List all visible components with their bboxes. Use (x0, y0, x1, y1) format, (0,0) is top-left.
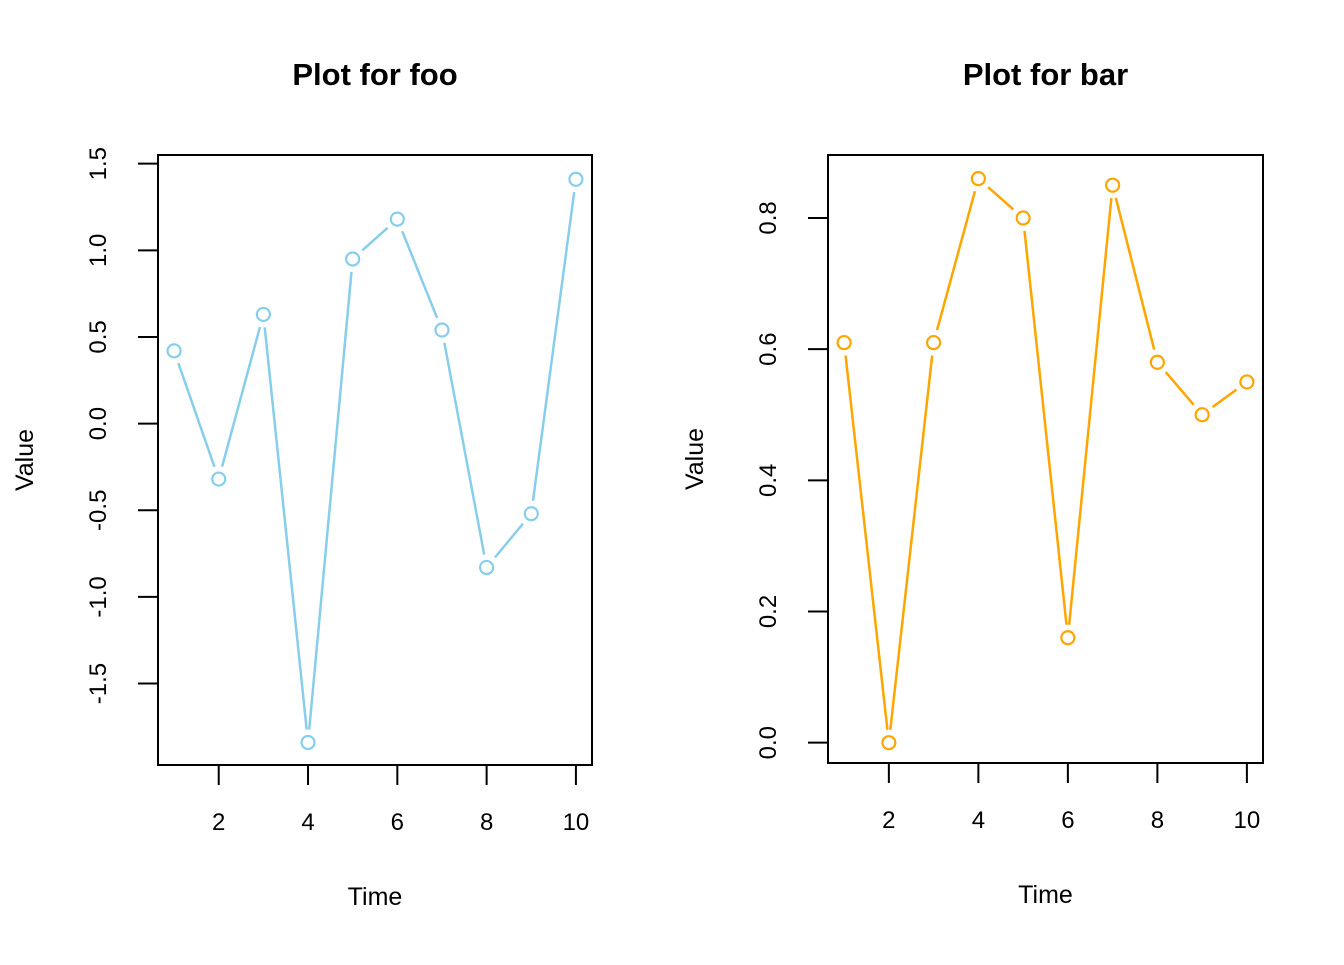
y-tick-label: 0.4 (755, 464, 782, 497)
data-point (568, 171, 584, 187)
y-axis-label: Value (681, 428, 709, 490)
data-line-segment (1114, 197, 1156, 350)
data-line-segment (263, 327, 308, 730)
data-point (1239, 374, 1255, 390)
data-point (255, 306, 271, 323)
x-tick-label: 2 (212, 809, 225, 836)
data-point (300, 734, 316, 751)
x-tick-label: 6 (1061, 807, 1074, 834)
data-point (166, 343, 182, 359)
data-line-segment (177, 362, 216, 468)
data-point (1060, 630, 1076, 646)
data-line-segment (1023, 230, 1068, 625)
x-tick-label: 6 (391, 809, 404, 836)
data-point (523, 506, 539, 522)
data-line-segment (220, 326, 262, 467)
plot-box (827, 154, 1264, 764)
data-line-segment (1067, 197, 1113, 625)
x-tick-label: 4 (301, 809, 314, 836)
data-line-segment (493, 522, 524, 559)
data-line-segment (307, 271, 353, 730)
data-point (345, 251, 361, 267)
x-tick-label: 8 (480, 809, 493, 836)
data-point (970, 171, 986, 187)
y-axis-label: Value (11, 429, 39, 491)
data-line-segment (1164, 371, 1195, 406)
data-line-segment (443, 342, 486, 555)
plot-box (157, 154, 593, 766)
data-line-segment (361, 226, 389, 252)
data-point (434, 322, 450, 338)
data-point (389, 211, 405, 227)
data-point (836, 334, 852, 351)
data-point (1149, 354, 1165, 370)
y-tick-label: 0.0 (85, 407, 112, 440)
y-tick-label: 1.5 (85, 147, 112, 180)
y-tick-label: 1.0 (85, 234, 112, 267)
data-line-segment (401, 230, 439, 319)
data-point (1194, 407, 1210, 423)
x-tick-label: 10 (563, 809, 590, 836)
data-line-segment (935, 190, 977, 331)
plot-panel-bar: 2 4 6 8 10 0.0 0.2 0.4 0.6 0.8 Plot for bar Time Val… (681, 57, 1264, 909)
data-line-segment (531, 191, 576, 502)
y-tick-label: 0.5 (85, 320, 112, 353)
data-point (211, 471, 227, 487)
plot-panel-foo: 2 4 6 8 10 -1.5 -1.0 -0.5 0.0 0.5 1.0 1.5 Plot for f… (11, 57, 593, 911)
data-point (479, 559, 495, 576)
x-axis-label: Time (348, 883, 403, 911)
chart-title: Plot for foo (292, 57, 457, 92)
y-tick-label: -1.0 (85, 576, 112, 617)
y-tick-label: 0.8 (755, 201, 782, 234)
y-tick-label: 0.0 (755, 726, 782, 759)
x-axis-label: Time (1018, 881, 1073, 909)
y-tick-label: -1.5 (85, 663, 112, 704)
data-point (1105, 177, 1121, 193)
data-line-segment (987, 186, 1015, 211)
y-tick-label: 0.6 (755, 332, 782, 365)
y-tick-label: 0.2 (755, 595, 782, 628)
data-line-segment (1211, 388, 1238, 409)
x-tick-label: 8 (1151, 807, 1164, 834)
x-tick-label: 4 (972, 807, 985, 834)
data-line-segment (844, 355, 889, 730)
data-point (881, 735, 897, 751)
chart-title: Plot for bar (963, 57, 1128, 92)
x-tick-label: 2 (882, 807, 895, 834)
data-point (1015, 210, 1031, 226)
x-tick-label: 10 (1234, 807, 1261, 834)
data-point (926, 334, 942, 351)
y-tick-label: -0.5 (85, 490, 112, 531)
data-line-segment (889, 355, 934, 730)
